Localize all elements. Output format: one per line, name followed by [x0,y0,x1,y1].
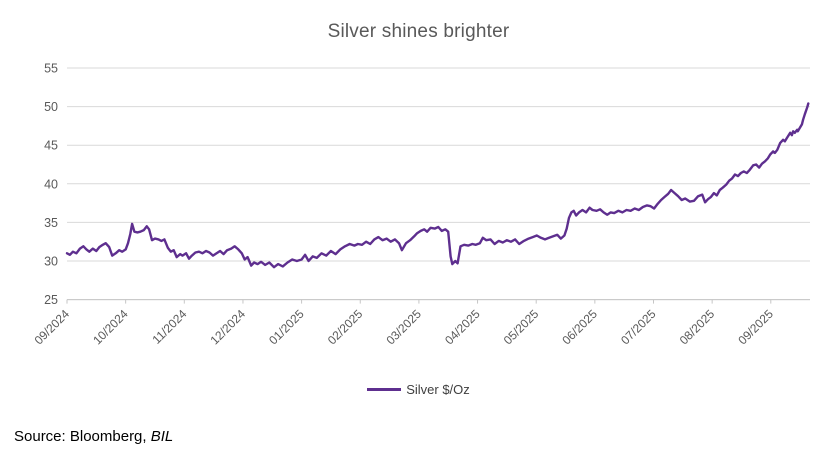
x-tick-label: 01/2025 [266,307,307,348]
x-tick-label: 10/2024 [90,307,131,348]
source-prefix: Source: Bloomberg, [14,428,151,445]
legend-line-swatch [367,388,402,391]
y-tick-label: 25 [44,293,58,307]
legend: Silver $/Oz [0,382,837,397]
x-tick-label: 07/2025 [618,307,659,348]
y-tick-label: 55 [44,62,58,76]
x-tick-label: 02/2025 [325,307,366,348]
y-tick-label: 45 [44,139,58,153]
x-tick-label: 09/2025 [735,307,776,348]
source-note: Source: Bloomberg, BIL [14,428,173,445]
chart-title: Silver shines brighter [327,21,510,42]
x-tick-label: 03/2025 [383,307,424,348]
legend-label: Silver $/Oz [406,382,470,397]
silver-price-line [65,102,810,269]
x-tick-label: 06/2025 [559,307,600,348]
y-tick-label: 30 [44,255,58,269]
x-tick-label: 05/2025 [501,307,542,348]
source-italic: BIL [150,428,174,445]
y-tick-label: 40 [44,177,58,191]
y-tick-label: 35 [44,216,58,230]
x-tick-label: 12/2024 [207,307,248,348]
x-tick-label: 08/2025 [677,307,718,348]
x-tick-label: 09/2024 [32,307,73,348]
x-tick-label: 11/2024 [149,307,189,347]
x-tick-label: 04/2025 [442,307,483,348]
y-tick-label: 50 [44,100,58,114]
